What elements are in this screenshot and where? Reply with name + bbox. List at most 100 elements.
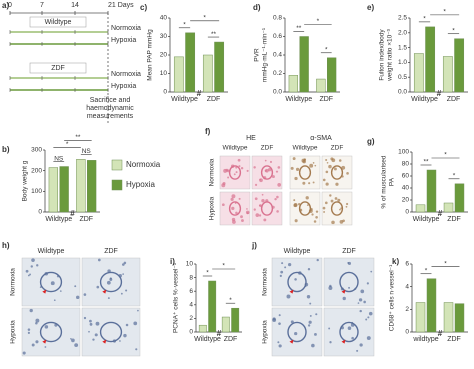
cell	[316, 258, 319, 262]
y-tick-label: 30	[160, 33, 168, 40]
micrograph	[21, 307, 81, 357]
bar	[198, 324, 207, 333]
cell	[89, 319, 92, 323]
cell	[227, 176, 230, 179]
cell	[308, 320, 312, 324]
cell	[44, 346, 47, 348]
cell	[119, 340, 121, 342]
cell	[329, 194, 332, 197]
cell	[271, 175, 275, 179]
group-label: ZDF	[51, 65, 65, 72]
cell	[274, 197, 277, 201]
arrowhead	[42, 289, 47, 294]
cell	[337, 198, 341, 202]
cell	[258, 214, 262, 217]
column-label: ZDF	[104, 248, 118, 255]
bar	[173, 56, 184, 93]
y-tick-label: 20	[160, 52, 168, 59]
cell	[44, 325, 49, 329]
cell	[347, 326, 352, 330]
y-tick-label: 2	[405, 306, 409, 313]
cell	[311, 343, 315, 348]
bar	[87, 160, 97, 213]
cell	[70, 337, 72, 340]
bar	[185, 32, 196, 93]
cell	[354, 287, 357, 290]
row-label: Normoxia	[262, 268, 269, 296]
cell	[255, 213, 260, 217]
cell	[31, 343, 35, 347]
cell	[123, 261, 127, 265]
cell	[221, 203, 225, 207]
cell	[331, 220, 335, 225]
cell	[279, 274, 282, 277]
cell	[96, 285, 100, 289]
bar	[208, 280, 217, 333]
y-axis-label: PCNA⁺ cells %·vessel⁻¹	[173, 262, 180, 333]
bar	[288, 75, 299, 93]
cell	[22, 351, 26, 355]
cell	[294, 278, 297, 281]
arrowhead	[102, 339, 107, 344]
cell	[322, 178, 326, 182]
cell	[350, 323, 355, 327]
significance-label: *	[452, 27, 455, 34]
endpoint-label: measurements	[87, 113, 134, 120]
axis-break: #	[438, 209, 443, 218]
cell	[221, 183, 226, 188]
cell	[290, 166, 294, 170]
cell	[340, 326, 344, 330]
cell	[269, 160, 273, 164]
arrowhead	[289, 289, 294, 294]
y-tick-label: 6	[405, 261, 409, 268]
cell	[246, 212, 249, 215]
column-label: Wildtype	[38, 248, 65, 255]
micrograph	[323, 307, 375, 357]
micrograph	[289, 191, 321, 226]
micrograph	[81, 257, 141, 307]
cell	[275, 170, 279, 173]
y-tick-label: 0	[163, 89, 167, 96]
vessel	[99, 321, 123, 343]
x-tick-label: ZDF	[207, 96, 221, 103]
cell	[315, 215, 318, 219]
cell	[323, 211, 326, 213]
cell	[365, 318, 368, 321]
vessel	[330, 201, 344, 216]
micrograph	[271, 257, 323, 307]
vessel	[339, 271, 359, 293]
cell	[351, 321, 354, 324]
cell	[53, 299, 56, 302]
cell	[370, 270, 373, 273]
cell	[322, 206, 326, 210]
micrograph	[219, 191, 251, 226]
cell	[54, 323, 58, 327]
cell	[271, 205, 275, 209]
y-tick-label: 0.4	[273, 52, 282, 59]
cell	[281, 262, 284, 265]
cell	[83, 293, 87, 296]
cell	[254, 183, 258, 186]
bar	[426, 278, 437, 333]
day-label: 21 Days	[108, 2, 134, 9]
cell	[35, 322, 38, 325]
cell	[235, 171, 238, 174]
cell	[330, 157, 334, 161]
cell	[254, 197, 258, 201]
column-header: α-SMA	[310, 135, 332, 142]
cell	[328, 164, 332, 169]
cell	[294, 219, 298, 223]
cell	[359, 343, 363, 347]
significance-label: *	[443, 9, 446, 16]
panel-label: f)	[205, 127, 211, 136]
y-tick-label: 80	[402, 161, 410, 168]
y-tick-label: 4	[189, 302, 193, 309]
significance-label: *	[203, 15, 206, 22]
group-label: Wildtype	[45, 19, 72, 26]
significance-label: *	[229, 297, 232, 304]
cell	[278, 314, 281, 317]
cell	[59, 290, 62, 292]
cell	[288, 262, 292, 267]
cell	[306, 295, 311, 299]
cell	[368, 311, 373, 316]
